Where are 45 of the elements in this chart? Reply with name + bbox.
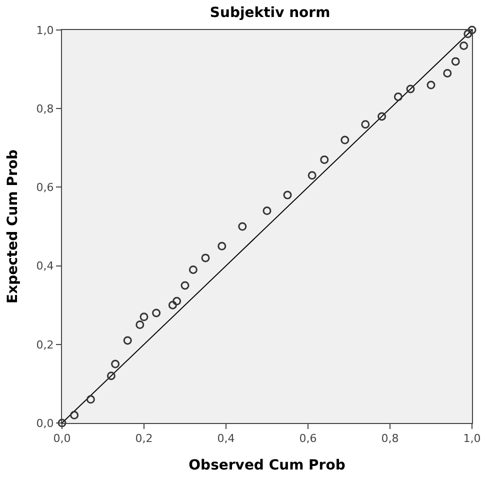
point	[283, 190, 292, 200]
x-tick-label: 0,4	[217, 432, 235, 446]
y-tick-label: 0,8	[36, 102, 54, 116]
point	[238, 222, 247, 231]
x-axis-title: Observed Cum Prob	[188, 458, 346, 474]
point	[201, 254, 210, 262]
point	[180, 281, 190, 290]
point	[451, 57, 460, 66]
point	[123, 336, 132, 345]
point	[136, 320, 144, 329]
point	[406, 84, 415, 94]
point	[394, 92, 402, 102]
point	[70, 410, 79, 420]
point	[111, 360, 120, 368]
point	[460, 41, 468, 50]
point	[188, 265, 198, 274]
y-tick-label: 1,0	[36, 24, 54, 37]
y-tick-label: 0,4	[36, 260, 54, 273]
point	[86, 395, 95, 404]
point	[262, 206, 272, 216]
point	[443, 68, 452, 78]
y-tick-label: 0,2	[36, 338, 54, 352]
point	[106, 372, 116, 380]
x-tick-label: 0,2	[135, 432, 153, 446]
point	[378, 112, 386, 121]
point	[426, 80, 436, 90]
x-tick-label: 0,0	[53, 432, 71, 446]
point	[361, 120, 370, 129]
y-tick-label: 0,0	[36, 416, 54, 430]
chart-title: Subjektiv norm	[210, 5, 330, 22]
y-tick-label: 0,6	[36, 181, 54, 194]
point	[340, 136, 350, 144]
x-tick-label: 0,6	[299, 432, 317, 446]
point	[218, 242, 226, 250]
point	[320, 155, 329, 164]
point	[172, 296, 182, 306]
point	[168, 300, 177, 310]
x-tick-label: 0,8	[381, 432, 399, 446]
y-axis-title: Expected Cum Prob	[4, 150, 21, 304]
point	[140, 312, 148, 322]
point	[152, 308, 161, 318]
x-tick-label: 1,0	[463, 432, 481, 446]
point	[464, 30, 472, 38]
point	[468, 26, 476, 34]
point	[308, 171, 316, 180]
